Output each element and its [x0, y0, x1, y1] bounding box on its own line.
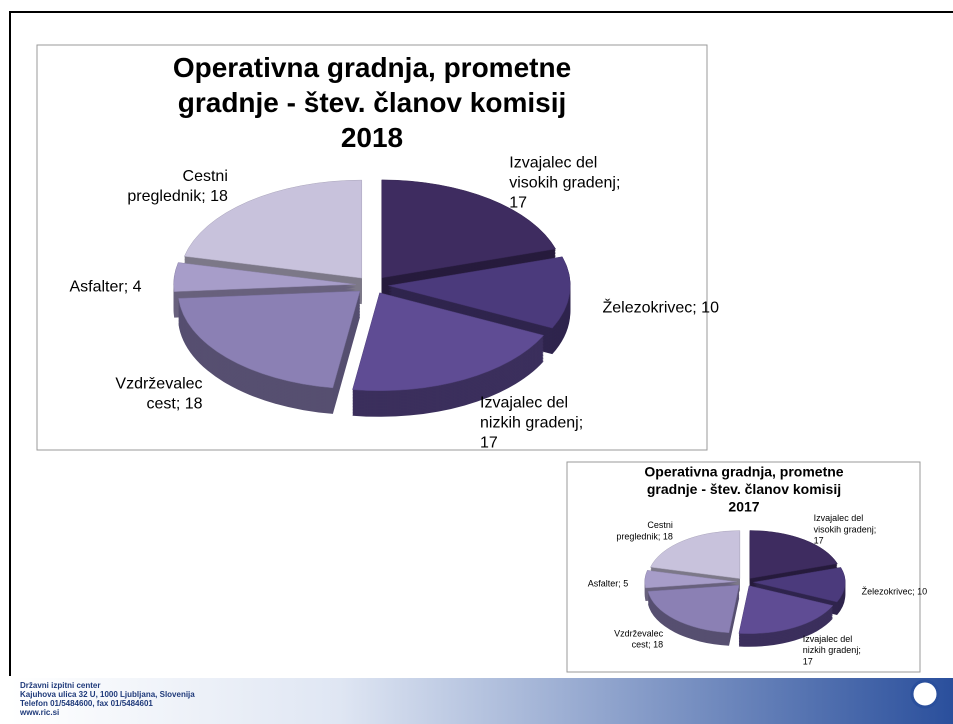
text-line: preglednik; 18 [616, 532, 673, 542]
text: Asfalter; 4 [69, 279, 141, 296]
text-line: Izvajalec del [480, 395, 568, 412]
text-line: 2017 [728, 498, 759, 514]
slice [644, 570, 737, 589]
text-line: Asfalter; 4 [69, 279, 141, 296]
slice [388, 256, 571, 329]
text-line: Cestni [183, 168, 228, 185]
text-line: 17 [814, 536, 824, 546]
text: Izvajalec del nizkih gradenj; 17 [480, 395, 583, 452]
text-line: 2018 [341, 122, 403, 153]
logo [910, 679, 940, 709]
text-line: Asfalter; 5 [588, 579, 629, 589]
text-line: gradnje - štev. članov komisij [647, 481, 841, 497]
text: Operativna gradnja, prometne gradnje - št… [173, 52, 571, 153]
text-line: Vzdrževalec [614, 629, 664, 639]
text-line: nizkih gradenj; [803, 645, 861, 655]
text-line: Izvajalec del [509, 155, 597, 172]
pie [644, 530, 846, 647]
text-line: Izvajalec del [803, 634, 853, 644]
slice [183, 179, 363, 279]
footer-text: Državni izpitni center [20, 681, 100, 690]
slice [650, 530, 741, 579]
footer-text: Kajuhova ulica 32 U, 1000 Ljubljana, Slo… [20, 690, 195, 699]
slice [753, 567, 846, 603]
text-line: 17 [803, 657, 813, 667]
slice [749, 530, 838, 579]
text-line: preglednik; 18 [127, 188, 228, 205]
slice [178, 290, 361, 389]
slice [352, 292, 545, 392]
slice [381, 179, 557, 279]
text-line: gradnje - štev. članov komisij [178, 87, 567, 118]
footer-text: Telefon 01/5484600, fax 01/5484601 [20, 699, 153, 708]
text-line: 17 [509, 195, 527, 212]
slice [173, 262, 356, 292]
text-line: Operativna gradnja, prometne [173, 52, 571, 83]
text-line: Železokrivec; 10 [602, 298, 719, 317]
pie [173, 179, 571, 417]
text-line: Izvajalec del [814, 513, 864, 523]
slice [647, 584, 740, 634]
text: Izvajalec del visokih gradenj; 17 [814, 513, 877, 546]
text-line: Operativna gradnja, prometne [644, 463, 843, 479]
text: Železokrivec; 10 [602, 298, 719, 317]
text: Operativna gradnja, prometne gradnje - št… [644, 463, 843, 514]
text: Cestni preglednik; 18 [127, 168, 228, 205]
text-line: cest; 18 [147, 396, 203, 413]
text-line: 17 [480, 435, 498, 452]
text-line: Vzdrževalec [115, 376, 202, 393]
text: Vzdrževalec cest; 18 [115, 376, 202, 413]
slide-border [9, 11, 953, 676]
text-line: Železokrivec; 10 [862, 587, 928, 597]
footer-text: www.ric.si [19, 708, 59, 717]
text: Izvajalec del nizkih gradenj; 17 [803, 634, 861, 667]
slice [738, 585, 834, 634]
text-line: Cestni [647, 521, 673, 531]
footer-bar [10, 678, 953, 724]
text-line: nizkih gradenj; [480, 415, 583, 432]
text: Cestni preglednik; 18 [616, 521, 673, 542]
text: Izvajalec del visokih gradenj; 17 [509, 155, 620, 212]
text-line: visokih gradenj; [814, 525, 877, 535]
text: Vzdrževalec cest; 18 [614, 629, 664, 650]
text-line: cest; 18 [632, 640, 664, 650]
text: Železokrivec; 10 [862, 587, 928, 597]
text-line: visokih gradenj; [509, 175, 620, 192]
text: Asfalter; 5 [588, 579, 629, 589]
